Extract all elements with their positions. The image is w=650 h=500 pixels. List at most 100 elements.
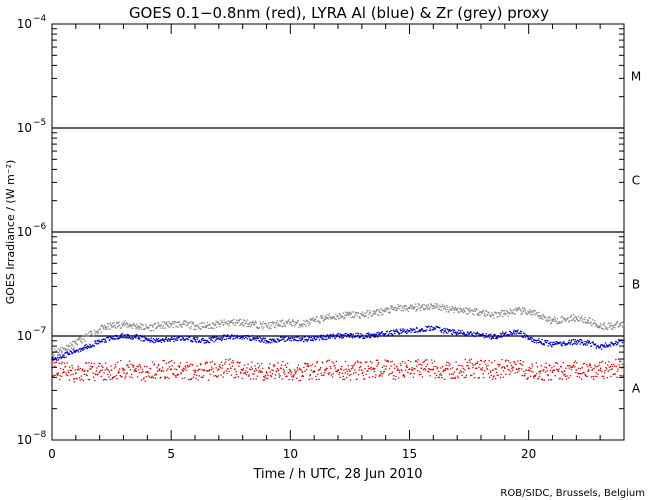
trace-dot (140, 367, 142, 369)
trace-dot (297, 364, 300, 366)
trace-dot (62, 368, 65, 371)
trace-dot (378, 310, 380, 313)
trace-dot (56, 359, 58, 361)
trace-dot (411, 304, 413, 307)
trace-dot (581, 366, 584, 369)
trace-dot (351, 311, 353, 313)
trace-dot (389, 361, 392, 363)
trace-dot (127, 337, 129, 339)
trace-dot (68, 371, 70, 374)
trace-dot (161, 339, 163, 341)
trace-dot (97, 330, 99, 333)
trace-dot (84, 369, 86, 371)
trace-dot (474, 363, 476, 366)
trace-dot (161, 337, 164, 340)
trace-dot (260, 322, 262, 325)
trace-dot (439, 327, 441, 329)
trace-dot (595, 347, 598, 349)
trace-dot (576, 318, 579, 320)
trace-dot (495, 371, 498, 374)
trace-dot (342, 312, 345, 314)
trace-dot (518, 367, 521, 370)
data-point (253, 323, 256, 326)
trace-dot (164, 327, 166, 329)
x-tick-label: 5 (167, 447, 175, 461)
trace-dot (488, 312, 490, 314)
chart-title: GOES 0.1−0.8nm (red), LYRA Al (blue) & Z… (129, 4, 549, 22)
trace-dot (434, 302, 436, 305)
trace-dot (482, 332, 484, 335)
trace-dot (151, 324, 153, 326)
trace-dot (60, 349, 62, 352)
trace-dot (174, 368, 176, 370)
data-point (134, 325, 137, 327)
trace-dot (268, 367, 270, 369)
trace-dot (377, 363, 379, 366)
trace-dot (362, 313, 365, 315)
trace-dot (546, 320, 549, 323)
trace-dot (153, 363, 156, 365)
trace-dot (105, 328, 107, 330)
trace-dot (387, 333, 390, 336)
trace-dot (537, 315, 540, 318)
trace-dot (321, 374, 323, 377)
trace-dot (365, 361, 368, 363)
trace-dot (188, 365, 191, 367)
trace-dot (533, 377, 535, 379)
trace-dot (437, 376, 439, 378)
trace-dot (72, 351, 75, 353)
trace-dot (618, 364, 620, 366)
trace-dot (347, 365, 350, 367)
trace-dot (274, 374, 277, 376)
trace-dot (366, 336, 368, 338)
trace-dot (303, 366, 305, 369)
trace-dot (448, 364, 450, 367)
trace-dot (58, 378, 61, 381)
trace-dot (100, 369, 102, 372)
trace-dot (251, 361, 253, 363)
trace-dot (100, 375, 103, 378)
trace-dot (478, 366, 480, 368)
trace-dot (402, 305, 404, 307)
trace-dot (530, 370, 533, 373)
trace-dot (305, 338, 308, 340)
trace-dot (393, 329, 395, 332)
trace-dot (278, 373, 280, 375)
trace-dot (500, 333, 503, 335)
trace-dot (81, 338, 83, 340)
trace-dot (605, 345, 607, 348)
trace-dot (262, 379, 264, 381)
trace-dot (220, 374, 222, 376)
trace-dot (319, 368, 321, 370)
trace-dot (609, 369, 611, 371)
trace-dot (243, 325, 246, 327)
trace-dot (530, 310, 533, 312)
data-point (384, 332, 387, 335)
trace-dot (483, 314, 485, 316)
trace-dot (534, 374, 537, 377)
trace-dot (398, 305, 400, 307)
trace-dot (327, 337, 329, 340)
trace-dot (252, 378, 255, 380)
trace-dot (308, 321, 311, 323)
trace-dot (520, 332, 522, 335)
trace-dot (508, 369, 510, 372)
trace-dot (63, 356, 66, 359)
series-1 (51, 325, 625, 361)
trace-dot (558, 368, 560, 370)
trace-dot (434, 328, 437, 330)
trace-dot (421, 306, 424, 309)
trace-dot (453, 329, 456, 331)
trace-dot (397, 377, 400, 379)
trace-dot (274, 324, 277, 326)
trace-dot (177, 326, 179, 328)
trace-dot (354, 313, 357, 315)
trace-dot (130, 373, 133, 376)
trace-dot (407, 359, 410, 362)
trace-dot (225, 338, 228, 340)
trace-dot (334, 337, 337, 340)
trace-dot (128, 360, 131, 362)
trace-dot (490, 315, 493, 317)
trace-dot (220, 336, 222, 339)
trace-dot (120, 336, 123, 339)
